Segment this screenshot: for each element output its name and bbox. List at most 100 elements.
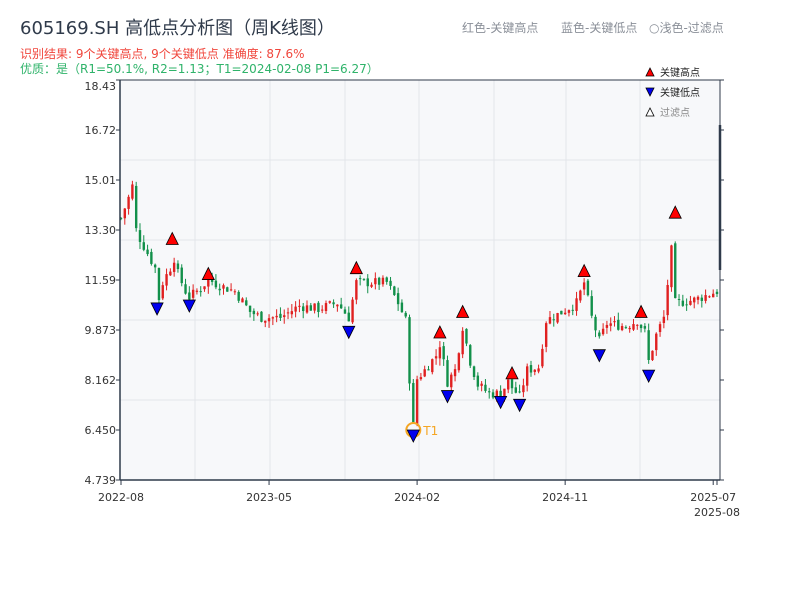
- x-tick-label: 2023-05: [246, 491, 292, 504]
- candle-down: [377, 277, 381, 285]
- candle-down: [400, 302, 404, 313]
- candle-down: [594, 316, 597, 331]
- candle-up: [628, 327, 631, 330]
- candle-up: [169, 271, 172, 276]
- candle-up: [351, 299, 354, 323]
- candle-up: [548, 317, 552, 324]
- candle-up: [712, 293, 715, 298]
- candle-up: [256, 313, 259, 315]
- candle-up: [450, 374, 453, 388]
- candle-up: [609, 323, 612, 326]
- candle-up: [544, 323, 548, 347]
- candle-up: [689, 300, 692, 305]
- candle-down: [647, 330, 650, 360]
- candle-up: [320, 309, 324, 311]
- candle-down: [700, 297, 704, 301]
- candle-down: [279, 313, 282, 318]
- candle-up: [693, 297, 696, 303]
- candle-up: [305, 305, 309, 313]
- candle-up: [696, 296, 700, 300]
- legend-red-note: 红色-关键高点: [462, 21, 539, 35]
- plot-area: [120, 80, 720, 480]
- candle-down: [499, 390, 502, 398]
- candle-down: [362, 278, 366, 280]
- candle-down: [245, 300, 248, 306]
- candle-down: [491, 392, 495, 398]
- candle-up: [229, 289, 233, 291]
- candle-up: [541, 348, 544, 367]
- candle-up: [241, 298, 244, 303]
- candle-down: [643, 326, 647, 329]
- candle-up: [601, 328, 605, 335]
- legend-light-note: ○浅色-过滤点: [649, 21, 724, 35]
- candle-up: [434, 356, 438, 359]
- key-low-marker: [592, 349, 606, 363]
- candle-up: [666, 284, 669, 316]
- candle-up: [271, 317, 275, 319]
- candle-up: [286, 312, 290, 314]
- key-low-marker: [150, 302, 164, 316]
- candle-down: [214, 280, 218, 288]
- candle-down: [134, 185, 138, 229]
- legend-label: 过滤点: [660, 106, 690, 119]
- candle-up: [636, 324, 639, 326]
- key-low-marker: [512, 398, 527, 413]
- candle-down: [146, 249, 149, 255]
- candle-down: [412, 382, 415, 423]
- candle-up: [563, 312, 567, 315]
- candle-down: [184, 284, 187, 294]
- candle-down: [119, 217, 123, 219]
- candle-down: [332, 302, 335, 305]
- candle-down: [188, 292, 191, 300]
- candle-up: [415, 379, 419, 424]
- key-high-marker: [349, 260, 364, 275]
- candle-down: [469, 345, 472, 366]
- legend-marker-icon: [645, 67, 655, 77]
- candle-down: [518, 391, 521, 393]
- key-low-marker: [342, 325, 356, 340]
- y-tick-label: 9.873: [85, 324, 117, 337]
- candle-up: [165, 274, 168, 286]
- candle-up: [457, 353, 461, 371]
- key-low-marker: [440, 390, 455, 404]
- legend-label: 关键低点: [660, 86, 700, 99]
- x-tick-label: 2022-08: [98, 491, 144, 504]
- candle-down: [138, 230, 142, 242]
- candle-up: [381, 277, 385, 285]
- candle-down: [252, 310, 256, 315]
- candle-up: [632, 324, 635, 330]
- candle-down: [404, 312, 407, 317]
- candle-down: [598, 332, 601, 337]
- legend-marker-icon: [645, 107, 655, 117]
- key-high-marker: [165, 231, 179, 245]
- y-tick-label: 11.59: [85, 274, 117, 287]
- candle-up: [127, 196, 130, 209]
- y-tick-label: 16.72: [85, 124, 117, 137]
- page-title: 605169.SH 高低点分析图（周K线图）: [20, 18, 335, 39]
- result-summary: 识别结果: 9个关键高点, 9个关键低点 准确度: 87.6%: [20, 47, 305, 61]
- candle-up: [495, 390, 499, 397]
- candle-down: [510, 379, 514, 389]
- x-tick-label: 2024-02: [394, 491, 440, 504]
- candle-up: [290, 311, 294, 315]
- quality-summary: 优质：是（R1=50.1%, R2=1.13；T1=2024-02-08 P1=…: [20, 62, 379, 76]
- candle-down: [590, 296, 593, 316]
- candle-up: [503, 388, 506, 399]
- key-low-marker: [406, 429, 420, 443]
- y-tick-label: 6.450: [85, 424, 117, 437]
- key-high-marker: [634, 304, 648, 318]
- candle-up: [233, 291, 237, 293]
- candle-down: [150, 251, 153, 264]
- candle-down: [237, 291, 240, 301]
- candle-up: [294, 306, 297, 312]
- candle-down: [476, 375, 480, 387]
- x-tick-label: 2024-11: [542, 491, 588, 504]
- candle-down: [685, 304, 688, 306]
- candle-up: [195, 290, 199, 292]
- t1-label: T1: [422, 424, 438, 438]
- candle-up: [172, 262, 176, 272]
- candle-down: [199, 291, 202, 293]
- candle-down: [681, 300, 685, 306]
- key-high-marker: [505, 365, 519, 380]
- candle-down: [317, 302, 320, 312]
